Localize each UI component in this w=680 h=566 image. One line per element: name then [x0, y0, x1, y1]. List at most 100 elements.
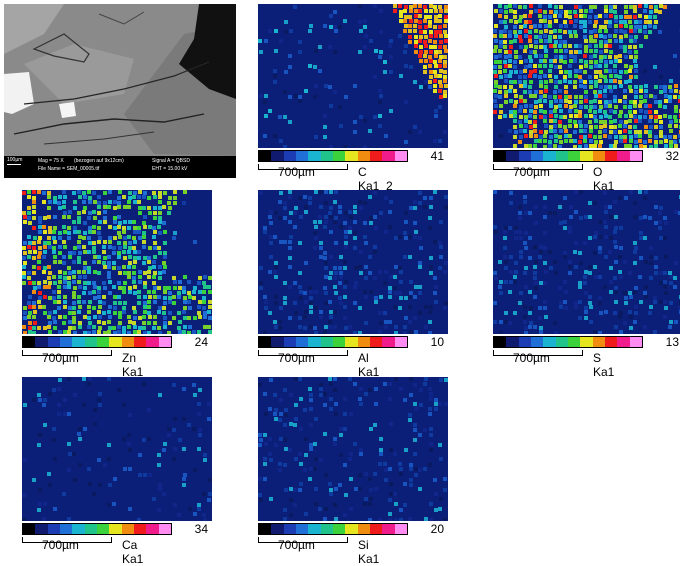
color-scale-swatch: [530, 151, 544, 161]
scale-max-value: 32: [665, 149, 679, 163]
color-scale-swatch: [518, 337, 531, 347]
color-scale-swatch: [629, 337, 642, 347]
element-line-label: Zn Ka1: [122, 351, 144, 379]
scale-max-value: 20: [430, 522, 444, 536]
length-scale-bracket: [22, 350, 112, 356]
color-scale-swatch: [133, 337, 147, 347]
color-scale-swatch: [617, 151, 630, 161]
color-scale-swatch: [555, 337, 568, 347]
color-scale-swatch: [506, 151, 519, 161]
color-scale-swatch: [259, 524, 272, 534]
color-scale-swatch: [283, 524, 296, 534]
element-map-image: [258, 4, 448, 148]
color-scale-swatch: [357, 151, 370, 161]
color-scale-swatch: [146, 337, 159, 347]
color-scale-bar: [258, 336, 408, 348]
scale-max-value: 34: [194, 522, 208, 536]
color-scale-swatch: [295, 337, 309, 347]
color-scale-bar: [258, 150, 408, 162]
length-scale-bracket: [258, 537, 348, 543]
color-scale-swatch: [271, 524, 284, 534]
element-line-label: C Ka1_2: [358, 165, 393, 193]
length-scale-label: 700µm: [278, 165, 315, 179]
length-scale-label: 700µm: [42, 538, 79, 552]
color-scale-swatch: [72, 524, 85, 534]
color-scale-swatch: [394, 151, 407, 161]
color-scale-swatch: [592, 337, 605, 347]
color-scale-swatch: [72, 337, 85, 347]
color-scale-swatch: [23, 337, 36, 347]
color-scale-swatch: [158, 524, 171, 534]
sem-file: File Name = SEM_00005.tif: [38, 166, 100, 172]
color-scale-swatch: [543, 337, 556, 347]
color-scale-swatch: [259, 337, 272, 347]
color-scale-swatch: [308, 151, 321, 161]
sem-scale-bar: [7, 164, 21, 165]
color-scale-swatch: [320, 337, 333, 347]
color-scale-swatch: [109, 524, 122, 534]
color-scale-swatch: [35, 337, 48, 347]
color-scale-swatch: [382, 524, 395, 534]
element-map-image: [258, 377, 448, 521]
scale-max-value: 24: [194, 335, 208, 349]
color-scale-swatch: [494, 337, 507, 347]
color-scale-swatch: [369, 337, 383, 347]
color-scale-swatch: [592, 151, 605, 161]
element-map-image: [22, 377, 212, 521]
color-scale-swatch: [494, 151, 507, 161]
element-line-label: Al Ka1: [358, 351, 380, 379]
element-map-image: [258, 190, 448, 334]
sem-mag-note: (bezogen auf 9x12cm): [74, 158, 124, 164]
color-scale-swatch: [295, 151, 309, 161]
color-scale-bar: [493, 336, 643, 348]
color-scale-swatch: [259, 151, 272, 161]
color-scale-swatch: [394, 524, 407, 534]
color-scale-swatch: [35, 524, 48, 534]
color-scale-swatch: [84, 524, 97, 534]
element-line-label: S Ka1: [593, 351, 615, 379]
color-scale-swatch: [332, 524, 346, 534]
color-scale-swatch: [47, 524, 60, 534]
color-scale-swatch: [345, 524, 358, 534]
color-scale-swatch: [96, 524, 110, 534]
color-scale-bar: [22, 523, 172, 535]
color-scale-swatch: [121, 524, 134, 534]
color-scale-swatch: [369, 524, 383, 534]
color-scale-swatch: [357, 337, 370, 347]
color-scale-swatch: [382, 337, 395, 347]
color-scale-swatch: [283, 151, 296, 161]
color-scale-swatch: [518, 151, 531, 161]
color-scale-bar: [493, 150, 643, 162]
color-scale-swatch: [506, 337, 519, 347]
length-scale-label: 700µm: [513, 351, 550, 365]
sem-eht: EHT = 15.00 kV: [152, 166, 188, 172]
color-scale-swatch: [320, 524, 333, 534]
sem-signal: Signal A = QBSD: [152, 158, 190, 164]
color-scale-swatch: [604, 337, 618, 347]
color-scale-bar: [258, 523, 408, 535]
color-scale-swatch: [109, 337, 122, 347]
color-scale-swatch: [146, 524, 159, 534]
length-scale-label: 700µm: [513, 165, 550, 179]
color-scale-swatch: [47, 337, 60, 347]
length-scale-bracket: [258, 164, 348, 170]
length-scale-label: 700µm: [278, 538, 315, 552]
color-scale-swatch: [345, 151, 358, 161]
color-scale-swatch: [84, 337, 97, 347]
element-line-label: Ca Ka1: [122, 538, 144, 566]
sem-image: 100µm Mag = 75 X (bezogen auf 9x12cm) Fi…: [4, 4, 236, 178]
length-scale-bracket: [493, 350, 583, 356]
length-scale-label: 700µm: [42, 351, 79, 365]
color-scale-swatch: [567, 337, 581, 347]
length-scale-bracket: [22, 537, 112, 543]
color-scale-swatch: [271, 337, 284, 347]
color-scale-swatch: [580, 151, 593, 161]
color-scale-swatch: [96, 337, 110, 347]
color-scale-swatch: [332, 151, 346, 161]
color-scale-swatch: [394, 337, 407, 347]
length-scale-bracket: [258, 350, 348, 356]
scale-max-value: 41: [430, 149, 444, 163]
element-map-image: [22, 190, 212, 334]
color-scale-swatch: [121, 337, 134, 347]
color-scale-swatch: [283, 337, 296, 347]
